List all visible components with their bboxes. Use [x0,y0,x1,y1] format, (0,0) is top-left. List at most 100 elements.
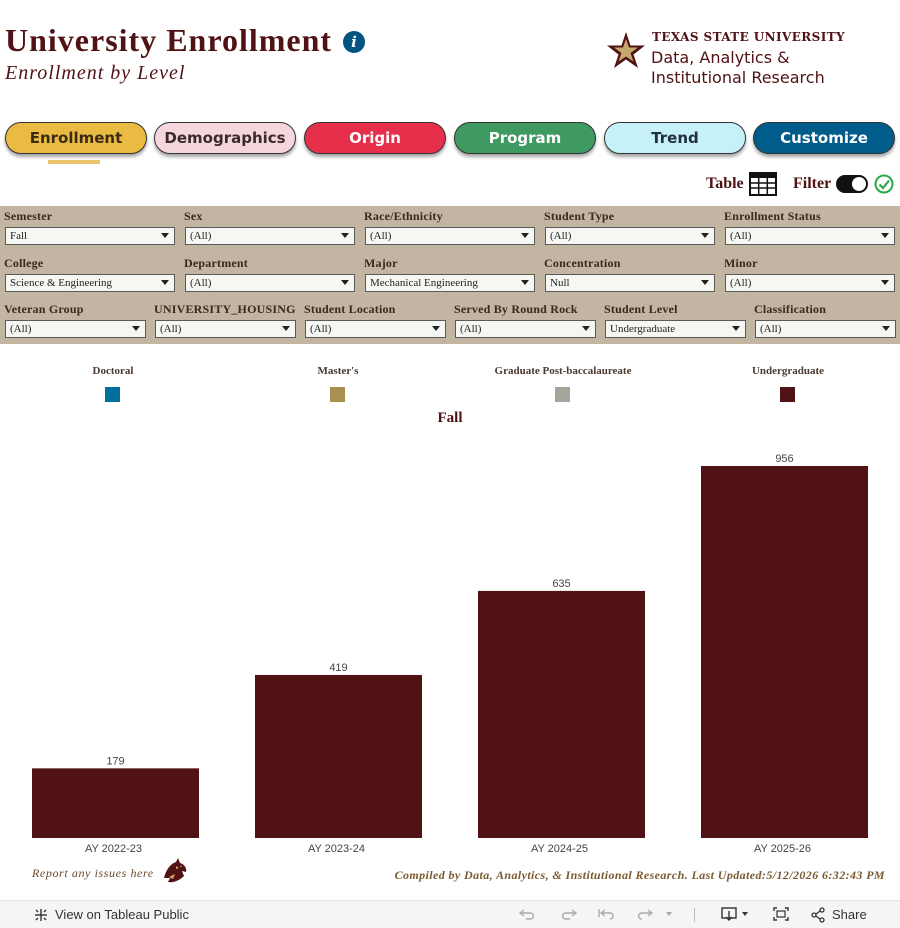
bar-2[interactable] [478,590,645,838]
chevron-down-icon [161,280,169,285]
legend-swatch-doctoral[interactable] [105,387,120,402]
legend-swatch-undergraduate[interactable] [780,387,795,402]
share-label: Share [832,907,867,922]
table-label: Table [706,175,744,192]
filter-value: (All) [460,323,482,335]
tab-enrollment[interactable]: Enrollment [5,122,147,154]
legend-label-undergraduate: Undergraduate [751,365,825,377]
bar-value-label: 179 [106,755,124,767]
bar-3[interactable] [701,466,868,838]
download-icon[interactable] [720,906,752,922]
legend-label-graduate-post-baccalaureate: Graduate Post-baccalaureate [494,365,632,377]
filter-label-race-ethnicity: Race/Ethnicity [364,209,443,223]
filter-select-veteran-group[interactable]: (All) [5,320,146,338]
bar-1[interactable] [255,674,422,838]
fullscreen-icon[interactable] [772,906,790,922]
filter-label-served-by-round-rock: Served By Round Rock [454,302,578,316]
info-icon[interactable]: i [343,31,365,53]
x-tick-label: AY 2022-23 [85,843,142,855]
filter-select-student-location[interactable]: (All) [305,320,446,338]
bar-0[interactable] [32,768,199,838]
legend-swatch-graduate-post-baccalaureate[interactable] [555,387,570,402]
x-tick-label: AY 2025-26 [754,843,811,855]
filter-value: Null [550,277,570,289]
chevron-down-icon [881,280,889,285]
filter-toggle[interactable] [836,175,868,193]
filter-value: (All) [160,323,182,335]
chevron-down-icon [521,280,529,285]
refresh-icon[interactable] [634,906,674,922]
filter-value: (All) [310,323,332,335]
redo-icon[interactable] [558,906,578,922]
filter-select-department[interactable]: (All) [185,274,355,292]
x-tick-label: AY 2023-24 [308,843,365,855]
filter-label-student-location: Student Location [304,302,396,316]
filter-select-classification[interactable]: (All) [755,320,896,338]
chevron-down-icon [701,280,709,285]
filter-label: Filter [793,175,832,192]
filter-select-college[interactable]: Science & Engineering [5,274,175,292]
tab-trend[interactable]: Trend [604,122,746,154]
filter-label-concentration: Concentration [544,256,621,270]
tab-program[interactable]: Program [454,122,596,154]
filter-select-served-by-round-rock[interactable]: (All) [455,320,596,338]
filter-select-student-level[interactable]: Undergraduate [605,320,746,338]
filter-label-college: College [4,256,44,270]
chevron-down-icon [882,326,890,331]
check-circle-icon [874,174,894,194]
filter-select-semester[interactable]: Fall [5,227,175,245]
view-on-tableau-button[interactable]: View on Tableau Public [33,901,189,928]
chevron-down-icon [341,233,349,238]
filter-select-student-type[interactable]: (All) [545,227,715,245]
filter-label-classification: Classification [754,302,827,316]
report-issues-link[interactable]: Report any issues here [32,866,154,880]
toolbar-divider [694,908,695,922]
revert-icon[interactable] [597,906,617,922]
chevron-down-icon [161,233,169,238]
bar-value-label: 956 [775,453,793,465]
tab-customize[interactable]: Customize [753,122,895,154]
filter-select-university-housing[interactable]: (All) [155,320,296,338]
legend-swatch-master-s[interactable] [330,387,345,402]
bar-value-label: 635 [552,578,570,590]
filter-value: Science & Engineering [10,277,113,289]
filter-select-major[interactable]: Mechanical Engineering [365,274,535,292]
filter-value: (All) [190,277,212,289]
filter-select-enrollment-status[interactable]: (All) [725,227,895,245]
filter-label-major: Major [364,256,398,270]
bar-chart: 179 AY 2022-23 419 AY 2023-24 635 AY 2024-25 9… [32,453,868,855]
page-subtitle: Enrollment by Level [5,62,186,84]
filter-value: (All) [760,323,782,335]
filter-label-student-level: Student Level [604,302,678,316]
logo-dept-line1: Data, Analytics & [651,48,790,67]
filter-value: (All) [190,230,212,242]
filter-select-concentration[interactable]: Null [545,274,715,292]
filter-value: Undergraduate [610,323,676,335]
chevron-down-icon [701,233,709,238]
star-logo-icon [607,32,645,68]
chevron-down-icon [732,326,740,331]
filter-value: Fall [10,230,28,242]
undo-icon[interactable] [518,906,538,922]
tab-origin[interactable]: Origin [304,122,446,154]
filter-select-minor[interactable]: (All) [725,274,895,292]
filter-label-enrollment-status: Enrollment Status [724,209,821,223]
tab-demographics[interactable]: Demographics [154,122,296,154]
filter-label-sex: Sex [184,209,203,223]
filter-value: Mechanical Engineering [370,277,478,289]
chevron-down-icon [432,326,440,331]
x-tick-label: AY 2024-25 [531,843,588,855]
bobcat-logo-icon[interactable] [160,856,190,886]
filter-select-race-ethnicity[interactable]: (All) [365,227,535,245]
legend-label-master-s: Master's [317,365,359,377]
compiled-note: Compiled by Data, Analytics, & Instituti… [394,868,885,882]
table-icon[interactable] [749,172,777,196]
legend-label-doctoral: Doctoral [92,365,134,377]
filter-label-university-housing: UNIVERSITY_HOUSING [154,302,296,316]
filter-value: (All) [370,230,392,242]
filter-value: (All) [730,277,752,289]
filter-select-sex[interactable]: (All) [185,227,355,245]
share-button[interactable]: Share [810,901,867,928]
bar-value-label: 419 [329,662,347,674]
active-tab-indicator [48,160,100,164]
